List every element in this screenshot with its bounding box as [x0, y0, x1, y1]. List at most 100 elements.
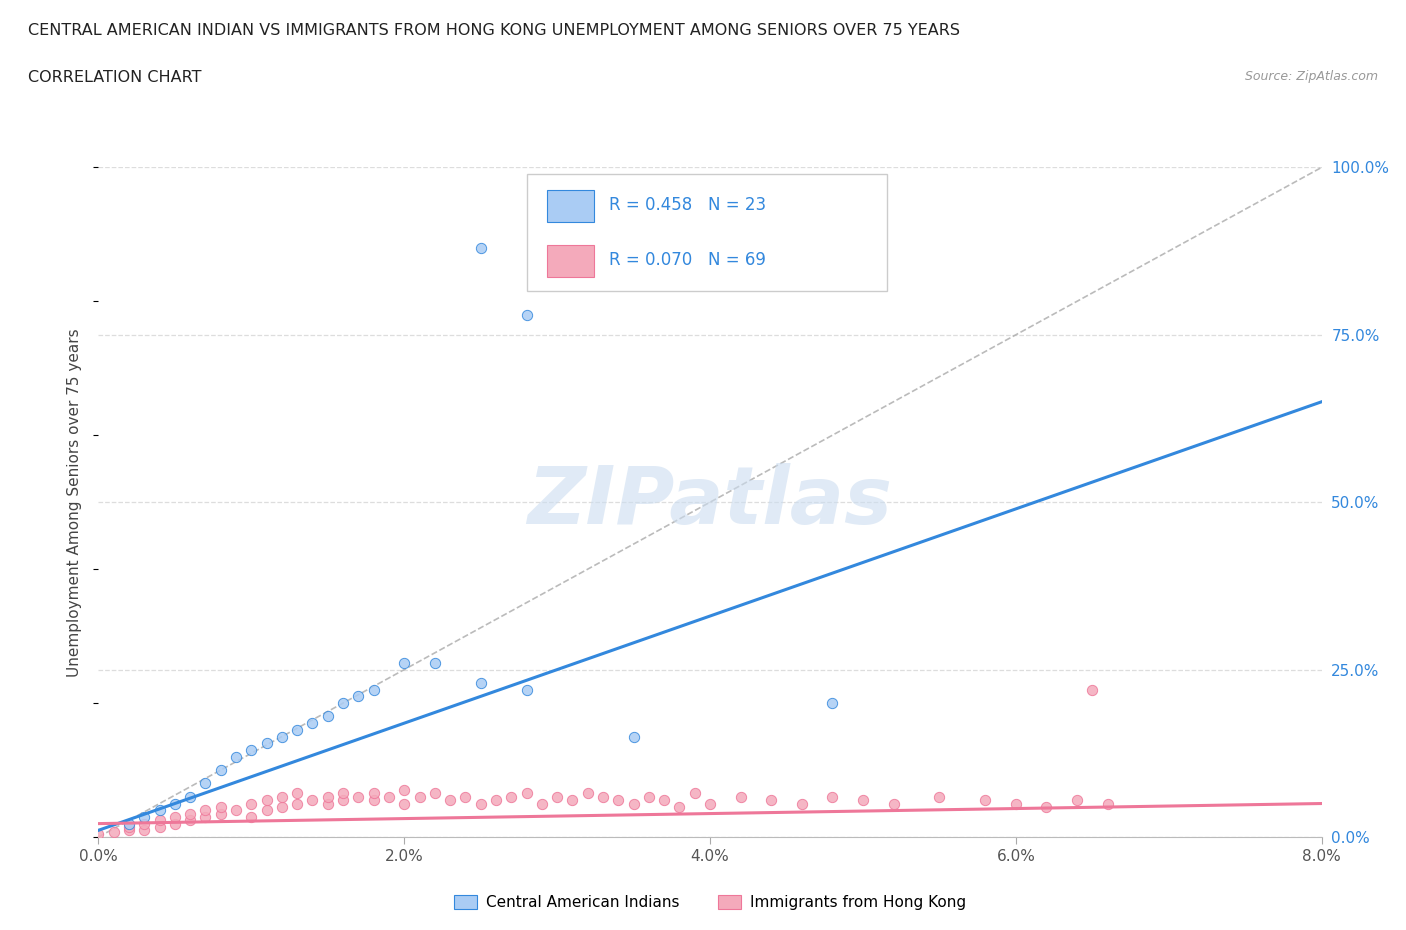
Point — [485, 792, 508, 807]
Point — [1097, 796, 1119, 811]
Text: R = 0.070   N = 69: R = 0.070 N = 69 — [609, 251, 765, 270]
Point — [256, 803, 278, 817]
Point — [439, 792, 461, 807]
Point — [623, 729, 645, 744]
Point — [699, 796, 721, 811]
Point — [883, 796, 905, 811]
Point — [149, 803, 172, 817]
Point — [607, 792, 630, 807]
Point — [179, 813, 201, 828]
Point — [1081, 683, 1104, 698]
Point — [316, 796, 339, 811]
Point — [194, 803, 217, 817]
Point — [530, 796, 553, 811]
Point — [285, 796, 308, 811]
Point — [209, 806, 232, 821]
Legend: Central American Indians, Immigrants from Hong Kong: Central American Indians, Immigrants fro… — [449, 889, 972, 916]
Point — [408, 790, 430, 804]
Point — [363, 786, 385, 801]
Point — [209, 800, 232, 815]
Point — [179, 806, 201, 821]
Point — [759, 792, 782, 807]
Point — [378, 790, 401, 804]
Point — [347, 689, 370, 704]
Text: Source: ZipAtlas.com: Source: ZipAtlas.com — [1244, 70, 1378, 83]
Point — [821, 790, 844, 804]
Point — [592, 790, 614, 804]
Point — [852, 792, 875, 807]
Point — [240, 742, 263, 757]
Point — [225, 750, 247, 764]
Point — [470, 240, 492, 255]
Point — [332, 786, 354, 801]
Point — [256, 736, 278, 751]
Point — [1066, 792, 1088, 807]
Point — [209, 763, 232, 777]
Point — [285, 786, 308, 801]
Point — [103, 824, 125, 839]
Point — [270, 800, 294, 815]
Point — [316, 790, 339, 804]
Point — [668, 800, 690, 815]
Point — [225, 803, 247, 817]
Point — [683, 786, 706, 801]
Point — [240, 796, 263, 811]
Point — [392, 796, 416, 811]
Point — [270, 790, 294, 804]
Point — [194, 776, 217, 790]
Point — [134, 809, 156, 824]
Point — [423, 656, 446, 671]
Point — [316, 709, 339, 724]
Point — [623, 796, 645, 811]
Point — [134, 823, 156, 838]
Point — [194, 809, 217, 824]
Point — [652, 792, 675, 807]
Point — [163, 817, 186, 831]
Point — [163, 796, 186, 811]
Point — [501, 790, 523, 804]
Point — [285, 723, 308, 737]
Point — [561, 792, 583, 807]
Point — [790, 796, 813, 811]
Point — [87, 826, 110, 841]
Point — [256, 792, 278, 807]
Point — [240, 809, 263, 824]
Point — [1035, 800, 1057, 815]
Point — [516, 307, 538, 322]
Y-axis label: Unemployment Among Seniors over 75 years: Unemployment Among Seniors over 75 years — [67, 328, 83, 676]
FancyBboxPatch shape — [547, 190, 593, 222]
Text: CENTRAL AMERICAN INDIAN VS IMMIGRANTS FROM HONG KONG UNEMPLOYMENT AMONG SENIORS : CENTRAL AMERICAN INDIAN VS IMMIGRANTS FR… — [28, 23, 960, 38]
Point — [118, 817, 141, 831]
Text: ZIPatlas: ZIPatlas — [527, 463, 893, 541]
Point — [516, 786, 538, 801]
Point — [149, 819, 172, 834]
Point — [470, 675, 492, 690]
Text: CORRELATION CHART: CORRELATION CHART — [28, 70, 201, 85]
Point — [163, 809, 186, 824]
Point — [149, 813, 172, 828]
Point — [821, 696, 844, 711]
Point — [470, 796, 492, 811]
Point — [637, 790, 661, 804]
FancyBboxPatch shape — [547, 245, 593, 277]
Point — [301, 792, 323, 807]
Point — [270, 729, 294, 744]
Point — [332, 792, 354, 807]
Point — [363, 683, 385, 698]
FancyBboxPatch shape — [526, 174, 887, 291]
Point — [118, 823, 141, 838]
Point — [576, 786, 599, 801]
Point — [928, 790, 950, 804]
Point — [974, 792, 997, 807]
Point — [332, 696, 354, 711]
Point — [392, 656, 416, 671]
Point — [301, 716, 323, 731]
Point — [363, 792, 385, 807]
Point — [454, 790, 477, 804]
Text: R = 0.458   N = 23: R = 0.458 N = 23 — [609, 196, 766, 214]
Point — [1004, 796, 1026, 811]
Point — [179, 790, 201, 804]
Point — [118, 819, 141, 834]
Point — [730, 790, 752, 804]
Point — [347, 790, 370, 804]
